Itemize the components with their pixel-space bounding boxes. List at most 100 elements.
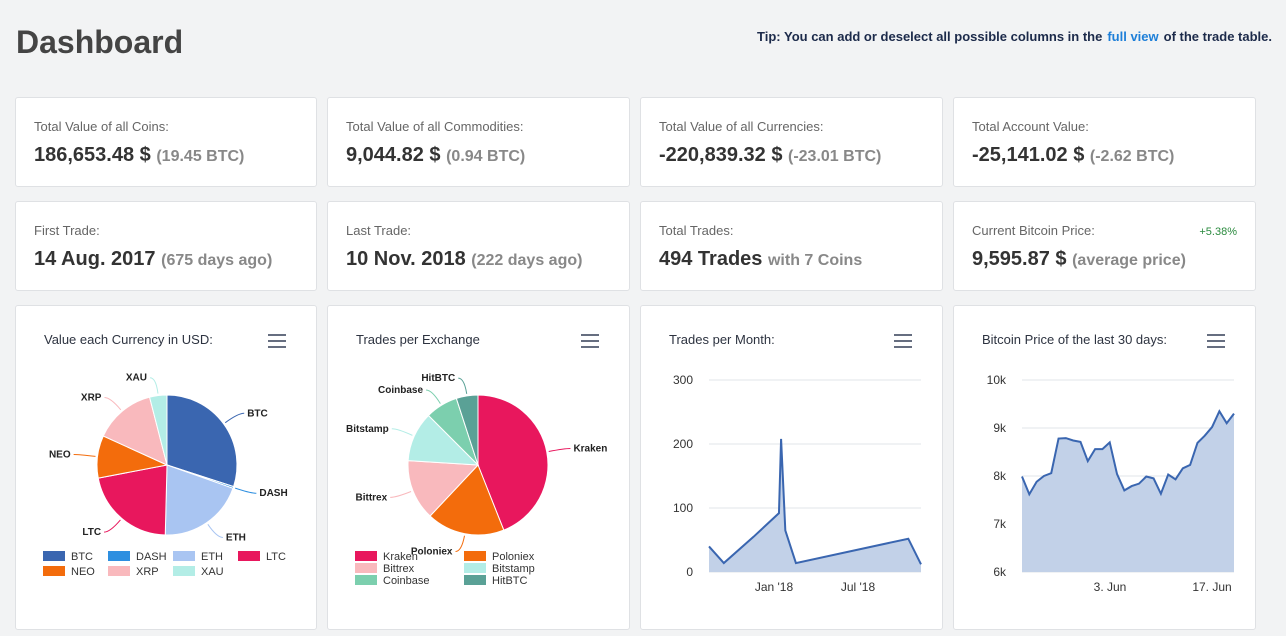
pie-slice-poloniex[interactable] [429, 464, 505, 536]
legend-label: NEO [71, 566, 95, 578]
legend-item-eth[interactable]: ETH [173, 551, 223, 563]
legend-label: HitBTC [492, 575, 528, 587]
legend-item-xau[interactable]: XAU [173, 566, 224, 578]
y-tick-label: 6k [993, 565, 1007, 579]
legend-label: XRP [136, 566, 159, 578]
legend-swatch [464, 575, 486, 585]
chart-menu-icon[interactable] [894, 334, 912, 348]
legend-item-coinbase[interactable]: Coinbase [355, 575, 429, 587]
legend-item-dash[interactable]: DASH [108, 551, 167, 563]
pie-label: NEO [49, 450, 71, 461]
y-tick-label: 300 [673, 373, 693, 387]
stat-label: Total Value of all Currencies: [659, 119, 824, 134]
pie-label: HitBTC [421, 373, 455, 384]
pie-connector [235, 487, 257, 494]
chart-svg: 10k 9k 8k 7k 6k 3. Jun 17. Jun [987, 373, 1235, 594]
pie-connector [458, 377, 468, 394]
chart-card-currency-value: BTC DASH ETH LTC NEO XRP XAU Value each Curren… [15, 305, 317, 630]
pie-slice-kraken[interactable] [477, 394, 549, 531]
stat-value: 494 Trades with 7 Coins [659, 248, 863, 270]
legend-item-neo[interactable]: NEO [43, 566, 95, 578]
legend-item-hitbtc[interactable]: HitBTC [464, 575, 527, 587]
legend-label: ETH [201, 551, 223, 563]
pie-slice-eth[interactable] [164, 464, 234, 536]
stat-card-last-trade: Last Trade: 10 Nov. 2018 (222 days ago) [327, 201, 630, 291]
legend-item-bitstamp[interactable]: Bitstamp [464, 563, 535, 575]
stat-label: Total Account Value: [972, 119, 1089, 134]
y-tick-label: 100 [673, 501, 693, 515]
page-title: Dashboard [16, 24, 184, 60]
full-view-link[interactable]: full view [1107, 29, 1159, 44]
pie-connector [149, 377, 159, 394]
legend-swatch [108, 551, 130, 561]
pie-connector [207, 524, 223, 538]
stat-label: Total Value of all Coins: [34, 119, 169, 134]
y-tick-label: 8k [993, 469, 1007, 483]
pie-connector [425, 389, 441, 404]
legend-swatch [464, 551, 486, 561]
legend-item-poloniex[interactable]: Poloniex [464, 551, 534, 563]
pie-connector [391, 428, 413, 436]
chart-card-trades-month: 300 200 100 0 Jan '18 Jul '18 Trades per Mont… [640, 305, 943, 630]
chart-title: Trades per Exchange [356, 332, 480, 347]
pie-slice-xau[interactable] [148, 394, 168, 466]
pie-slice-ltc[interactable] [97, 464, 168, 536]
legend-item-bittrex[interactable]: Bittrex [355, 563, 414, 575]
tip-suffix: of the trade table. [1163, 29, 1272, 44]
stat-value: 9,595.87 $ (average price) [972, 248, 1186, 270]
legend-item-kraken[interactable]: Kraken [355, 551, 418, 563]
legend-swatch [43, 551, 65, 561]
legend-label: LTC [266, 551, 286, 563]
pie-connector [224, 412, 245, 424]
stat-card-commodities: Total Value of all Commodities: 9,044.82… [327, 97, 630, 187]
legend-swatch [464, 563, 486, 573]
pie-connector [104, 519, 121, 533]
legend-item-btc[interactable]: BTC [43, 551, 93, 563]
pie-connector [455, 535, 466, 552]
legend-swatch [355, 551, 377, 561]
series-line[interactable] [708, 438, 922, 565]
stat-label: First Trade: [34, 223, 100, 238]
legend-swatch [173, 551, 195, 561]
stat-card-coins: Total Value of all Coins: 186,653.48 $ (… [15, 97, 317, 187]
y-tick-label: 7k [993, 517, 1007, 531]
legend-item-xrp[interactable]: XRP [108, 566, 159, 578]
legend-label: Poloniex [492, 551, 535, 563]
stat-label: Total Value of all Commodities: [346, 119, 524, 134]
legend-item-ltc[interactable]: LTC [238, 551, 286, 563]
y-tick-label: 200 [673, 437, 693, 451]
area-fill [1022, 411, 1234, 572]
chart-menu-icon[interactable] [1207, 334, 1225, 348]
stat-value: 14 Aug. 2017 (675 days ago) [34, 248, 273, 270]
series-line[interactable] [1021, 409, 1235, 497]
legend-label: XAU [201, 566, 224, 578]
stat-value: -220,839.32 $ (-23.01 BTC) [659, 144, 882, 166]
chart-menu-icon[interactable] [581, 334, 599, 348]
legend-label: BTC [71, 551, 93, 563]
chart-menu-icon[interactable] [268, 334, 286, 348]
pie-connector [104, 397, 122, 411]
pie-connector [73, 454, 96, 457]
legend-swatch [108, 566, 130, 576]
stat-card-first-trade: First Trade: 14 Aug. 2017 (675 days ago) [15, 201, 317, 291]
chart-title: Bitcoin Price of the last 30 days: [982, 332, 1167, 347]
y-tick-label: 10k [987, 373, 1007, 387]
pie-slice-bittrex[interactable] [407, 460, 480, 517]
stat-value: 186,653.48 $ (19.45 BTC) [34, 144, 245, 166]
legend-swatch [355, 575, 377, 585]
pie-label: LTC [82, 527, 101, 538]
stat-card-total-trades: Total Trades: 494 Trades with 7 Coins [640, 201, 943, 291]
stat-card-account-value: Total Account Value: -25,141.02 $ (-2.62… [953, 97, 1256, 187]
pie-slice-btc[interactable] [166, 394, 238, 488]
pie-label: BTC [247, 408, 268, 419]
area-fill [709, 438, 921, 572]
pie-slice-hitbtc[interactable] [455, 394, 479, 466]
pie-slice-xrp[interactable] [102, 396, 168, 466]
pie-label: XAU [126, 373, 147, 384]
stat-label: Total Trades: [659, 223, 734, 238]
pie-connector [390, 491, 412, 498]
legend-swatch [355, 563, 377, 573]
stat-value: -25,141.02 $ (-2.62 BTC) [972, 144, 1175, 166]
pie-label: Kraken [573, 444, 607, 455]
legend-label: Coinbase [383, 575, 430, 587]
